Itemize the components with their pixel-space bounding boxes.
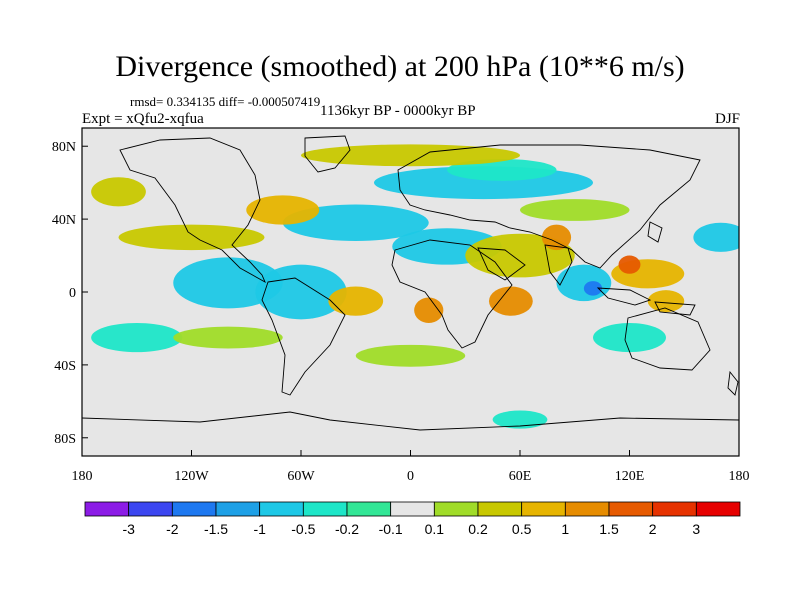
colorbar-label: 0.2	[468, 521, 488, 537]
period-label: 1136kyr BP - 0000kyr BP	[320, 103, 476, 119]
colorbar-swatch	[564, 501, 610, 517]
field-region	[282, 204, 429, 241]
colorbar-label: 2	[649, 521, 657, 537]
field-region	[301, 144, 520, 167]
x-tick-label: 180	[729, 469, 750, 484]
colorbar-swatch	[433, 501, 479, 517]
x-tick-label: 120W	[174, 469, 209, 484]
colorbar-swatch	[215, 501, 261, 517]
experiment-label: Expt = xQfu2-xqfua	[82, 111, 204, 127]
field-region	[173, 257, 283, 309]
field-region	[556, 264, 612, 302]
y-tick-label: 80N	[52, 140, 76, 155]
colorbar-label: 1.5	[599, 521, 619, 537]
axis-ticks: 180 120W 60W 0 60E 120E 180 80N 40N 0 40S 80S	[52, 140, 750, 484]
y-tick-label: 40N	[52, 213, 76, 228]
season-label: DJF	[714, 111, 740, 127]
colorbar-label: -1.5	[204, 521, 228, 537]
field-region	[246, 195, 320, 225]
x-tick-label: 60W	[287, 469, 315, 484]
colorbar-swatch	[477, 501, 523, 517]
colorbar-swatch	[259, 501, 304, 517]
x-tick-label: 180	[72, 469, 93, 484]
field-region	[583, 281, 603, 296]
field-region	[488, 286, 533, 316]
colorbar-label: -1	[253, 521, 266, 537]
field-region	[328, 286, 384, 316]
y-tick-label: 0	[69, 286, 76, 301]
colorbar-swatch	[84, 501, 130, 517]
field-region	[520, 199, 630, 221]
colorbar-label: -0.1	[379, 521, 403, 537]
colorbar-swatch	[390, 501, 435, 517]
page-title: Divergence (smoothed) at 200 hPa (10**6 …	[115, 50, 685, 83]
colorbar-swatch	[608, 501, 654, 517]
x-tick-label: 60E	[509, 469, 532, 484]
colorbar-swatch	[652, 501, 697, 517]
colorbar-label: -2	[166, 521, 179, 537]
colorbar-swatch	[346, 501, 392, 517]
stats-text: rmsd= 0.334135 diff= -0.000507419	[130, 94, 321, 109]
colorbar-label: 0.5	[512, 521, 532, 537]
divergence-field	[91, 144, 739, 429]
field-region	[118, 224, 265, 251]
field-region	[447, 158, 557, 181]
colorbar-label: -0.2	[335, 521, 359, 537]
colorbar-label: 0.1	[425, 521, 445, 537]
field-region	[255, 264, 347, 320]
colorbar-swatch	[695, 501, 741, 517]
colorbar-label: -0.5	[291, 521, 315, 537]
colorbar-swatch	[128, 501, 173, 517]
field-region	[91, 322, 183, 353]
colorbar-label: -3	[122, 521, 135, 537]
field-region	[414, 297, 444, 323]
coastlines	[82, 135, 739, 431]
field-region	[173, 326, 283, 349]
x-tick-label: 120E	[615, 469, 645, 484]
field-region	[593, 322, 666, 353]
colorbar: -3 -2 -1.5 -1 -0.5 -0.2 -0.1 0.1 0.2 0.5 1 1.5 2 3	[84, 501, 741, 537]
field-region	[618, 255, 641, 274]
colorbar-swatch	[171, 501, 217, 517]
field-region	[355, 344, 466, 367]
y-tick-label: 80S	[54, 432, 76, 447]
field-region	[693, 222, 739, 252]
field-region	[492, 410, 548, 429]
field-region	[541, 224, 572, 251]
colorbar-label: 1	[561, 521, 569, 537]
x-tick-label: 0	[407, 469, 414, 484]
colorbar-label: 3	[692, 521, 700, 537]
colorbar-swatch	[521, 501, 566, 517]
field-region	[91, 177, 146, 207]
colorbar-swatch	[302, 501, 348, 517]
y-tick-label: 40S	[54, 359, 76, 374]
